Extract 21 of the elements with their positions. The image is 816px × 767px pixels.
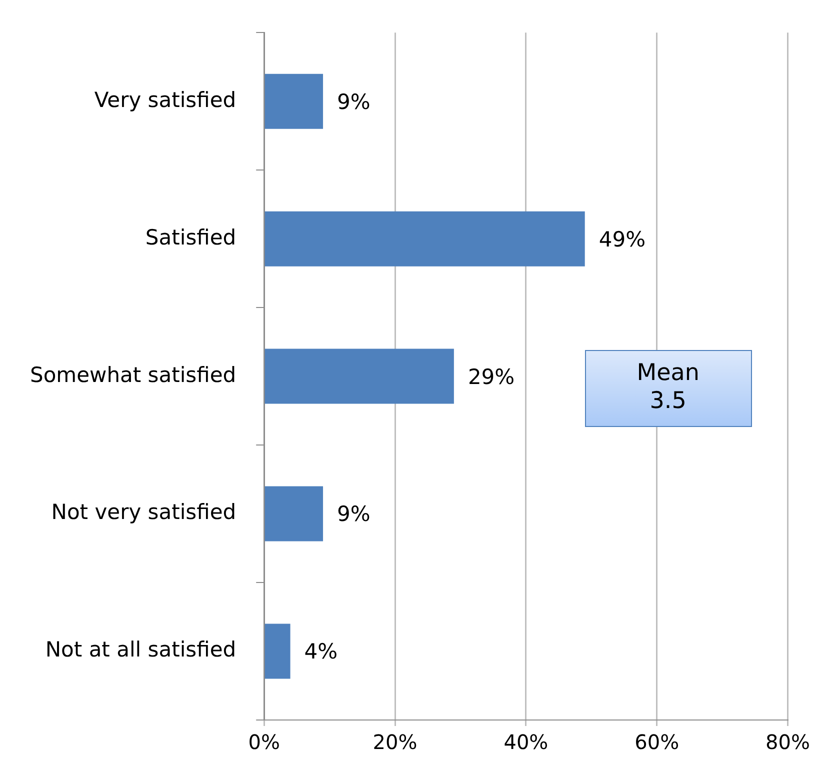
y-tick-label: Somewhat satisfied — [30, 362, 236, 387]
callout-box: Mean 3.5 — [584, 350, 752, 428]
bar — [264, 211, 585, 266]
bar — [264, 348, 454, 404]
x-tick-label: 40% — [504, 730, 548, 754]
bar — [264, 624, 290, 679]
y-tick-label: Very satisfied — [94, 88, 236, 112]
data-label: 49% — [598, 227, 646, 252]
data-label: 9% — [337, 90, 370, 114]
data-label: 4% — [304, 640, 338, 664]
y-tick-label: Not very satisfied — [51, 500, 236, 524]
x-tick-label: 0% — [248, 730, 280, 754]
x-tick-label: 20% — [372, 730, 418, 754]
x-tick-label: 60% — [634, 730, 680, 754]
y-tick-label: Satisfied — [145, 225, 236, 250]
data-label: 9% — [337, 502, 370, 526]
x-tick-label: 80% — [766, 730, 810, 754]
data-label: 29% — [468, 364, 515, 389]
bar — [264, 486, 324, 542]
bar — [264, 74, 324, 129]
y-tick-label: Not at all satisfied — [45, 638, 236, 662]
